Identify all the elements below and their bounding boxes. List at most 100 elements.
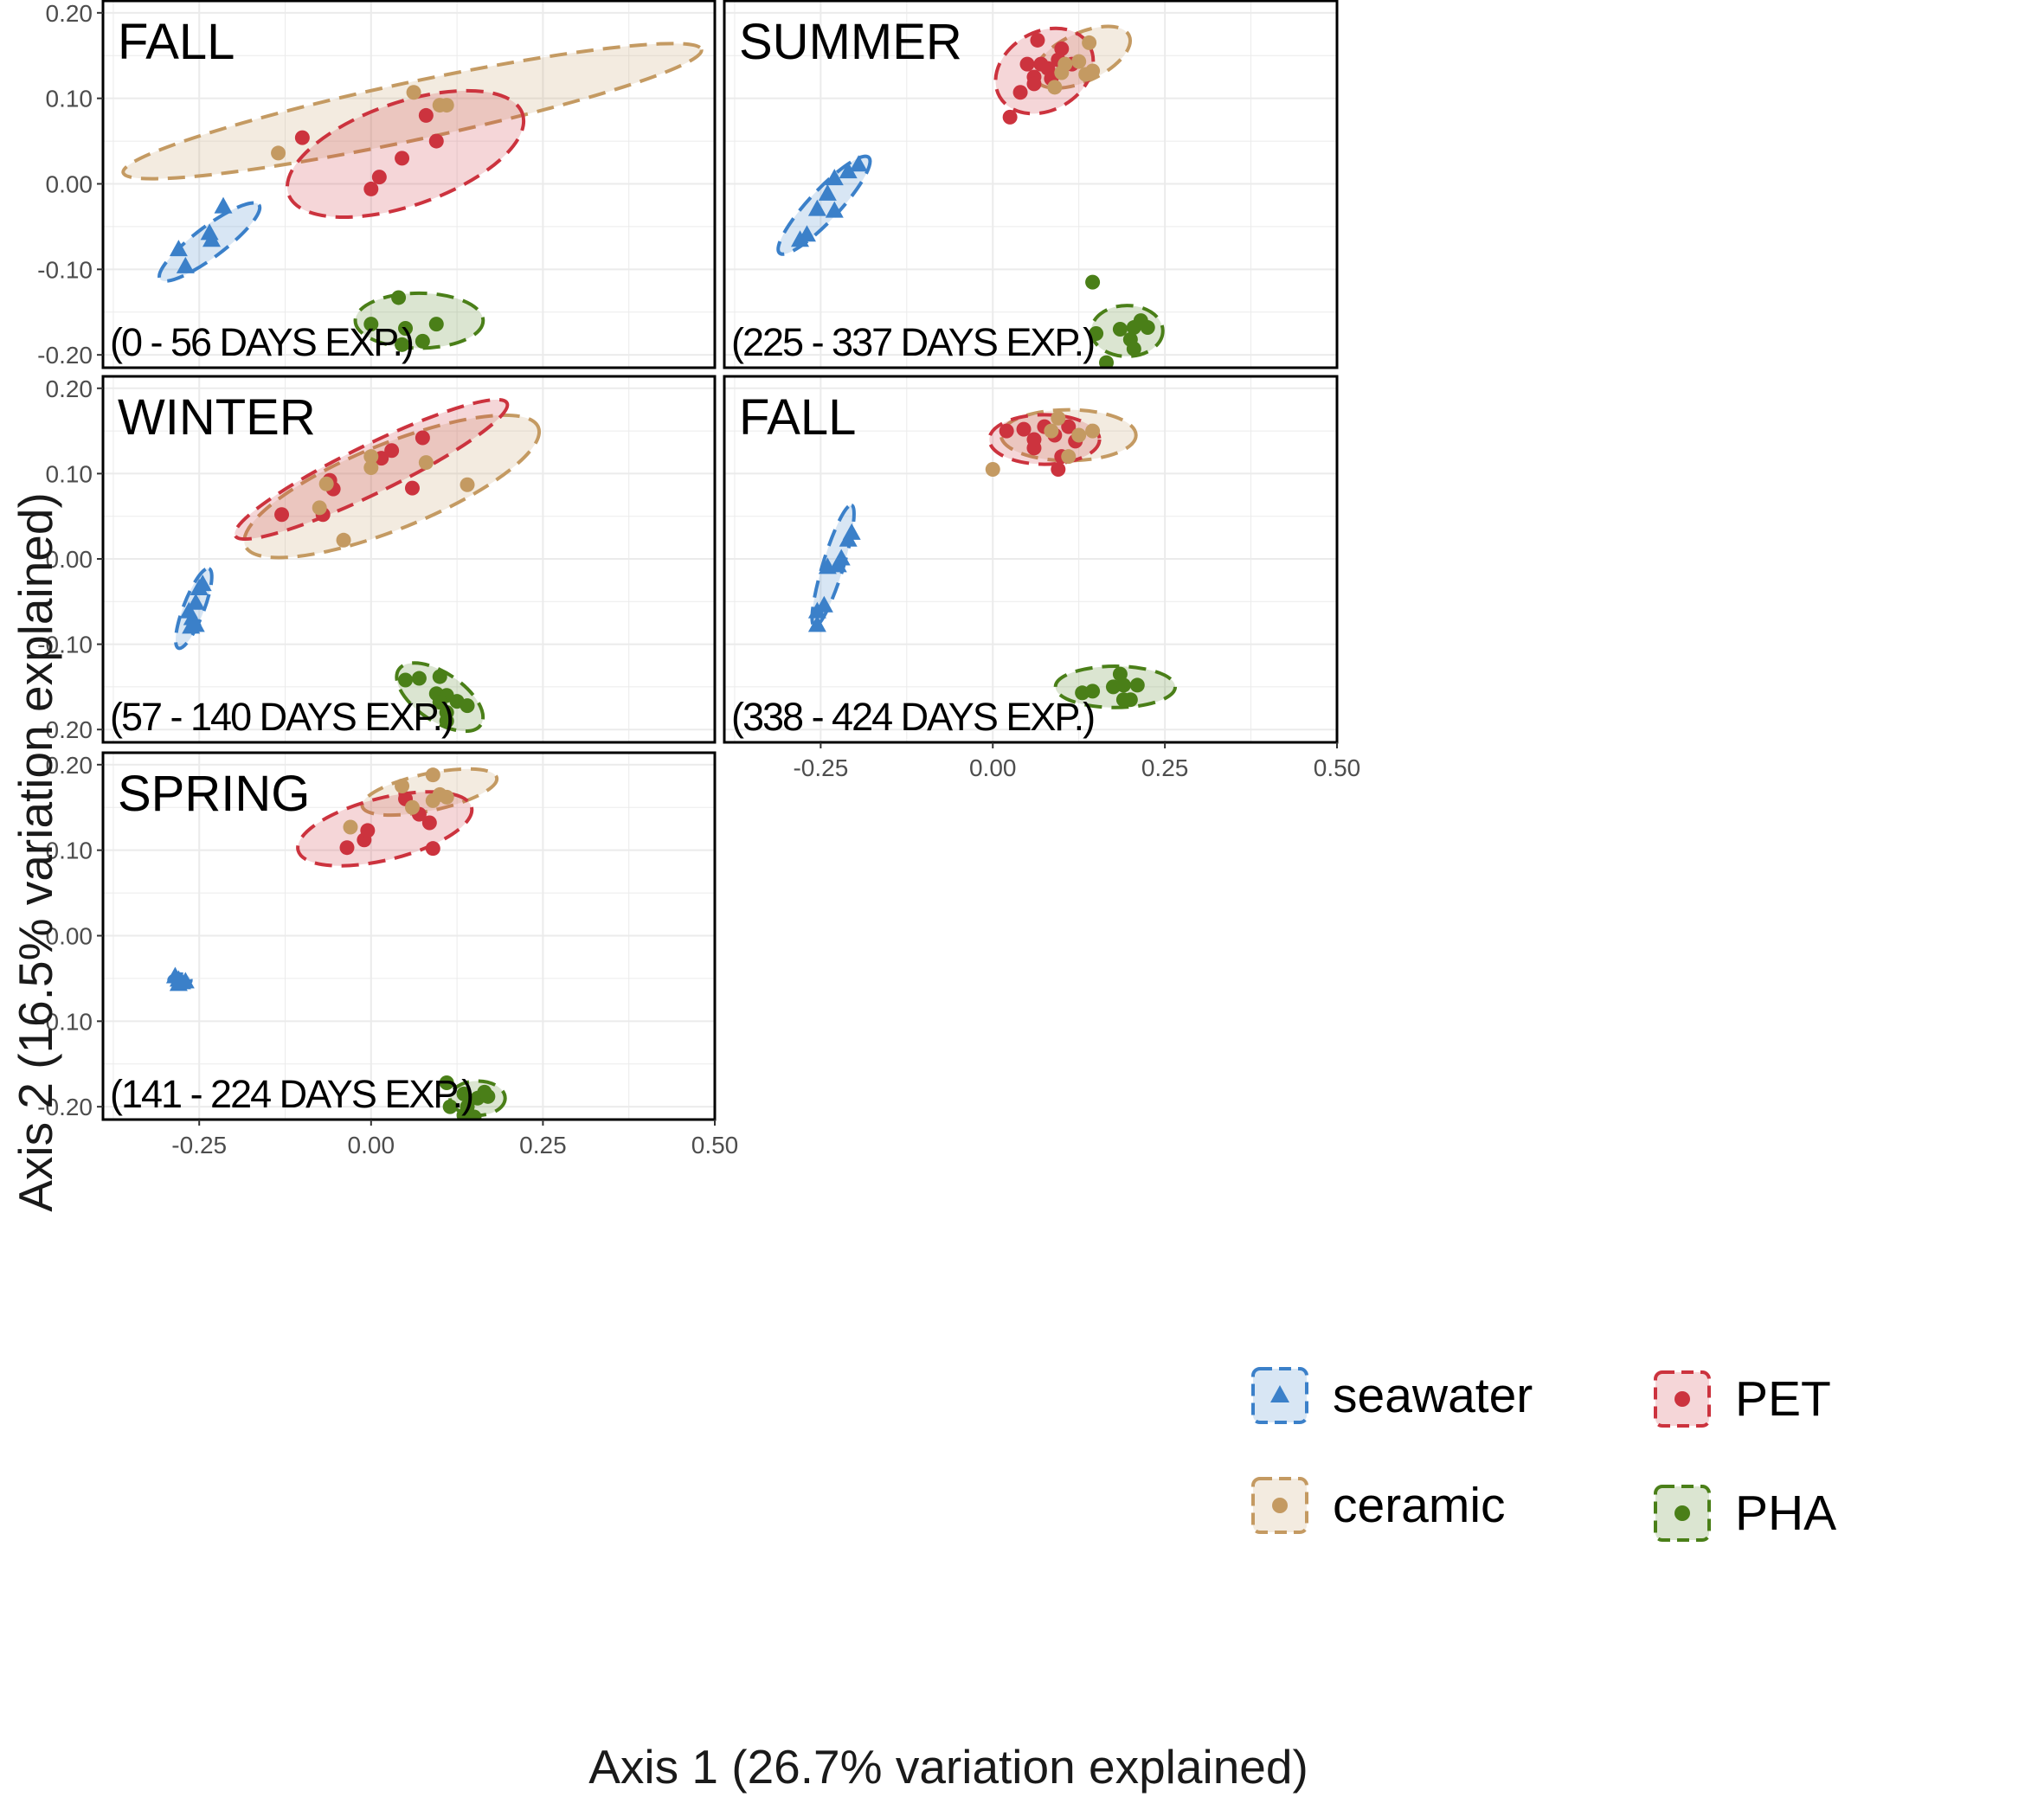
period-label: (0 - 56 DAYS EXP.) (110, 320, 413, 364)
ceramic-point (1057, 56, 1073, 72)
PHA-point (1112, 666, 1128, 682)
y-tick-label: -0.20 (37, 342, 93, 369)
legend-label: PHA (1735, 1486, 1836, 1541)
legend-item-ceramic: ceramic (1251, 1477, 1506, 1534)
y-tick-label: 0.00 (46, 171, 93, 198)
period-label: (141 - 224 DAYS EXP.) (110, 1072, 472, 1116)
PET-point (999, 423, 1014, 439)
PHA-point (460, 698, 475, 714)
PHA-point (1089, 325, 1104, 341)
gridlines (724, 375, 1337, 742)
PHA-point (439, 1075, 454, 1090)
ceramic-point (1044, 423, 1059, 439)
ceramic-point (363, 449, 379, 465)
x-tick-label: 0.50 (1314, 754, 1361, 781)
PET-point (428, 133, 444, 149)
ceramic-point (343, 819, 358, 835)
PHA-point (1140, 320, 1155, 336)
points (165, 767, 496, 1120)
PET-point (415, 430, 430, 446)
period-label: (225 - 337 DAYS EXP.) (731, 320, 1094, 364)
ceramic-point (271, 145, 286, 161)
panel-border (723, 0, 1339, 369)
legend-circle-marker (1674, 1505, 1690, 1521)
seawater-point (202, 230, 222, 247)
PET-point (1026, 76, 1042, 92)
seawater-point (839, 529, 858, 547)
season-label: SPRING (118, 766, 310, 822)
legend-item-seawater: seawater (1251, 1367, 1533, 1424)
ceramic-point (1082, 35, 1097, 50)
PHA-point (398, 321, 414, 337)
x-tick-label: 0.25 (1141, 754, 1189, 781)
seawater-point (186, 593, 205, 610)
ceramic-point (1051, 410, 1066, 426)
PHA-point (391, 290, 407, 305)
season-label: SUMMER (739, 14, 962, 70)
PHA-point (466, 1109, 482, 1120)
PET-point (404, 480, 420, 496)
PHA-point (363, 317, 379, 332)
panel-4: FALL (338 - 424 DAYS EXP.) (723, 375, 1339, 744)
PHA-point (456, 1086, 472, 1101)
panel-1: FALL (0 - 56 DAYS EXP.) (101, 0, 717, 369)
points (169, 85, 454, 352)
panels-layer: FALL (0 - 56 DAYS EXP.) SUMMER (225 - 337 D… (101, 0, 1339, 1121)
y-tick-label: 0.10 (46, 86, 93, 112)
PHA-point (1085, 274, 1101, 290)
PHA-point (1112, 322, 1128, 337)
y-tick-label: 0.20 (46, 752, 93, 779)
PHA-point (1115, 677, 1131, 693)
ceramic-point (395, 779, 410, 794)
legend-circle-marker (1272, 1498, 1288, 1513)
legend: seawater PET ceramic PHA (1251, 1367, 1836, 1542)
ceramic-point (439, 789, 454, 805)
y-axis-title: Axis 2 (16.5% variation explained) (9, 492, 62, 1212)
seawater-point (791, 230, 810, 247)
panel-5: SPRING (141 - 224 DAYS EXP.) (101, 751, 717, 1121)
PHA-point (1099, 355, 1115, 368)
panel-3: WINTER (57 - 140 DAYS EXP.) (101, 375, 717, 744)
PET-point (421, 815, 437, 831)
gridlines (103, 375, 715, 742)
ceramic-point (1071, 54, 1087, 69)
ceramic-point (1071, 427, 1087, 443)
seawater-point (825, 169, 844, 186)
PET-point (1061, 419, 1077, 434)
y-tick-label: -0.10 (37, 1008, 93, 1035)
legend-item-pet: PET (1654, 1370, 1831, 1428)
seawater-point (176, 256, 195, 273)
legend-label: ceramic (1333, 1478, 1506, 1533)
y-tick-label: -0.10 (37, 256, 93, 283)
PET-point (418, 107, 434, 123)
PET-point (425, 841, 440, 857)
PET-point (1019, 56, 1035, 72)
PHA-point (1122, 692, 1138, 708)
points (179, 430, 475, 728)
x-tick-label: 0.00 (348, 1132, 395, 1158)
ceramic-point (460, 477, 475, 492)
PET-point (395, 151, 410, 166)
seawater-point (818, 183, 837, 201)
PET-point (1026, 432, 1042, 447)
seawater-point (169, 974, 188, 992)
y-tick-label: 0.10 (46, 460, 93, 487)
x-tick-label: -0.25 (793, 754, 848, 781)
y-tick-label: 0.10 (46, 838, 93, 864)
ceramic-point (363, 459, 379, 475)
PHA-point (439, 713, 454, 728)
PHA-point (411, 671, 427, 686)
legend-label: seawater (1333, 1368, 1533, 1423)
PHA-point (1126, 341, 1141, 356)
PET-point (274, 507, 290, 523)
points (807, 410, 1145, 708)
PHA-point (480, 1088, 496, 1104)
PHA-confidence-ellipse (353, 291, 485, 350)
PHA-point (442, 1099, 458, 1114)
y-tick-label: -0.20 (37, 1094, 93, 1120)
PET-point (360, 823, 376, 838)
seawater-point (190, 579, 209, 596)
x-tick-label: 0.50 (691, 1132, 739, 1158)
PHA-point (428, 317, 444, 332)
